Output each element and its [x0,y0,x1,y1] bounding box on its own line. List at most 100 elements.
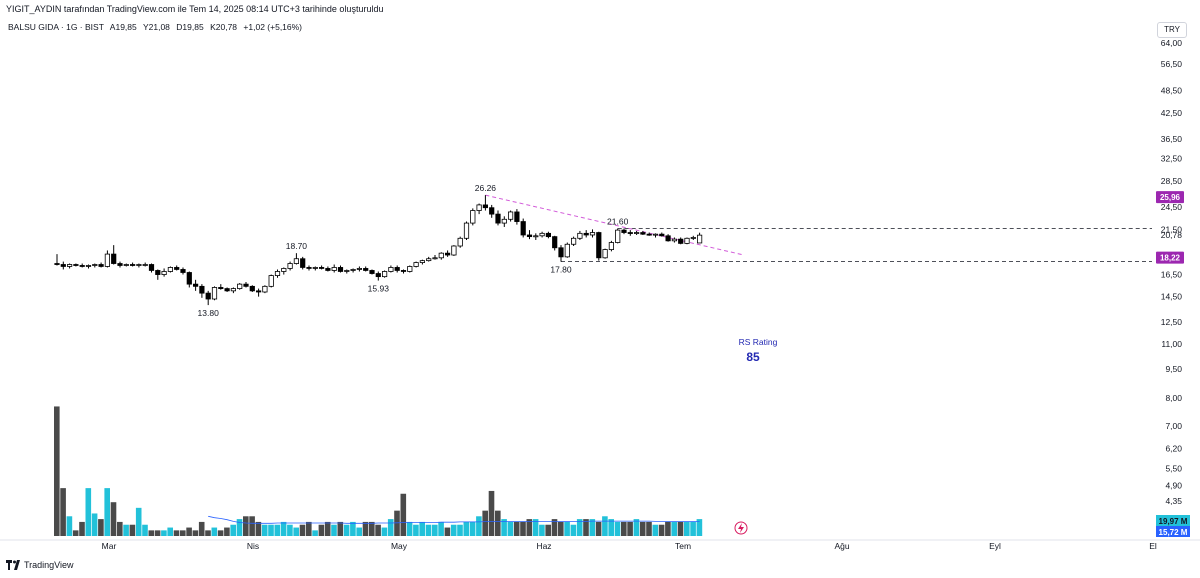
candle-body[interactable] [520,221,526,236]
candle-body[interactable] [640,232,646,235]
candle-body[interactable] [369,270,375,274]
candle-body[interactable] [262,285,268,293]
candle-body[interactable] [186,272,192,285]
candle-body[interactable] [73,264,79,266]
candle-body[interactable] [155,270,161,275]
candle-body[interactable] [337,267,344,272]
candle-body[interactable] [596,232,602,259]
candle-body[interactable] [255,290,262,293]
candle-body[interactable] [545,232,552,238]
trendline[interactable] [485,194,744,256]
candle-body[interactable] [218,287,224,289]
candle-body[interactable] [495,213,501,224]
candle-body[interactable] [470,210,476,224]
candle-body[interactable] [306,267,312,269]
candle-body[interactable] [444,252,451,256]
candle-body[interactable] [564,243,570,258]
candle-body[interactable] [463,222,470,239]
candle-body[interactable] [646,233,652,236]
candle-body[interactable] [514,211,520,222]
candle-body[interactable] [589,232,596,236]
candle-body[interactable] [117,263,123,266]
candle-body[interactable] [457,237,463,247]
candle-body[interactable] [161,271,167,275]
candle-body[interactable] [507,211,514,220]
candle-body[interactable] [136,264,142,266]
candle-body[interactable] [451,245,457,256]
candle-body[interactable] [211,287,218,300]
candle-body[interactable] [268,275,274,287]
candle-body[interactable] [67,264,73,267]
candle-body[interactable] [388,267,394,272]
candle-body[interactable] [407,266,413,272]
candle-body[interactable] [690,237,696,239]
candle-body[interactable] [476,204,482,211]
candle-body[interactable] [111,253,117,264]
candle-body[interactable] [249,285,255,292]
candle-body[interactable] [697,234,703,244]
candle-body[interactable] [318,267,325,269]
candle-body[interactable] [489,207,495,215]
candle-body[interactable] [293,258,300,264]
candle-body[interactable] [539,232,545,237]
candle-body[interactable] [533,235,539,238]
candle-body[interactable] [148,264,155,271]
candle-body[interactable] [665,235,671,242]
candle-body[interactable] [608,242,615,250]
candle-body[interactable] [671,238,678,242]
candle-body[interactable] [438,252,444,259]
candle-body[interactable] [85,265,92,267]
candle-body[interactable] [205,292,211,300]
candle-body[interactable] [237,283,243,289]
candle-body[interactable] [54,263,60,265]
candle-body[interactable] [413,262,419,267]
candle-body[interactable] [634,232,640,234]
symbol-name[interactable]: BALSU GIDA · 1G · BIST [8,22,104,32]
candle-body[interactable] [281,268,287,272]
candle-body[interactable] [300,258,306,268]
candle-body[interactable] [684,237,690,244]
candle-body[interactable] [92,264,98,266]
candle-body[interactable] [558,247,564,258]
candle-body[interactable] [199,285,205,294]
candle-body[interactable] [375,273,381,278]
candle-body[interactable] [344,270,350,272]
candle-body[interactable] [174,267,180,270]
candle-body[interactable] [129,264,136,266]
candle-body[interactable] [394,267,400,271]
candle-body[interactable] [98,264,104,267]
candle-body[interactable] [432,257,438,260]
candle-body[interactable] [627,232,633,234]
candle-body[interactable] [287,263,293,269]
candle-body[interactable] [312,267,318,269]
candle-body[interactable] [583,232,589,236]
candle-body[interactable] [363,268,369,271]
candle-body[interactable] [79,265,85,267]
candle-body[interactable] [621,229,627,233]
candle-body[interactable] [419,260,426,263]
candle-body[interactable] [526,234,533,238]
currency-button[interactable]: TRY [1157,22,1187,38]
candle-body[interactable] [552,236,558,249]
candle-body[interactable] [180,269,186,273]
candle-body[interactable] [400,270,407,272]
candle-body[interactable] [104,253,110,267]
candle-body[interactable] [331,267,337,271]
candle-body[interactable] [142,264,148,266]
candle-body[interactable] [571,237,577,245]
candle-body[interactable] [356,268,363,270]
candle-body[interactable] [602,249,608,259]
candle-body[interactable] [192,283,199,287]
candle-body[interactable] [678,238,684,244]
candle-body[interactable] [426,258,432,262]
candle-body[interactable] [230,288,236,292]
candle-body[interactable] [652,233,659,236]
candle-body[interactable] [243,283,249,287]
candle-body[interactable] [659,233,665,237]
candle-body[interactable] [482,204,489,209]
candle-body[interactable] [60,264,66,267]
candle-body[interactable] [274,271,281,276]
candle-body[interactable] [123,264,129,266]
candle-body[interactable] [501,218,507,224]
